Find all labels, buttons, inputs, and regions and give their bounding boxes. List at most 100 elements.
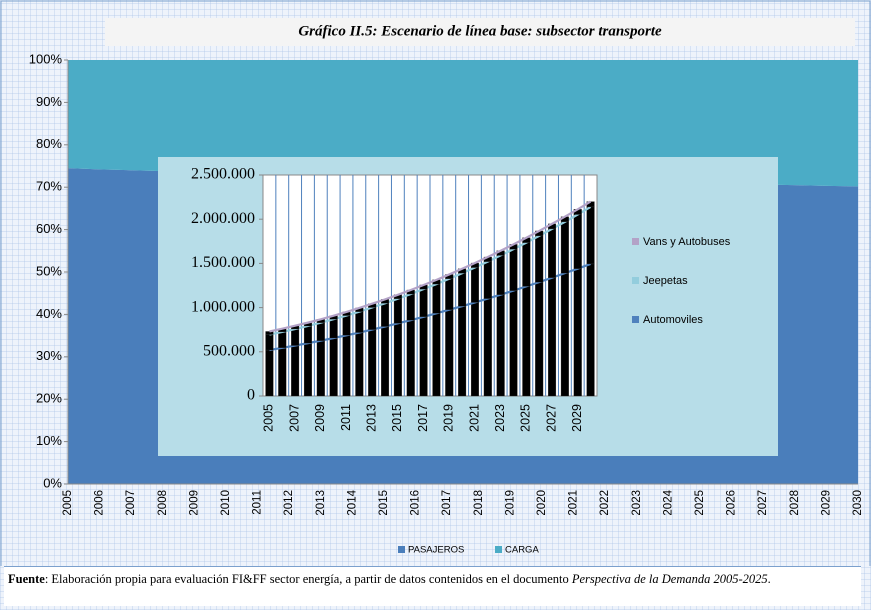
bar (445, 309, 454, 397)
y-tick-label: 70% (36, 179, 62, 194)
legend-label: CARGA (505, 545, 539, 556)
x-tick-label: 2015 (378, 490, 390, 516)
x-tick-label: 2020 (536, 490, 548, 516)
x-tick-label: 2023 (631, 490, 643, 516)
bar (342, 315, 351, 336)
x-tick-label: 2026 (726, 490, 738, 516)
x-tick-label: 2005 (62, 490, 74, 516)
x-tick-label: 2029 (820, 490, 832, 516)
bar (265, 349, 274, 397)
x-tick-label: 2017 (416, 404, 430, 432)
x-tick-label: 2013 (315, 490, 327, 516)
x-tick-label: 2027 (757, 490, 769, 516)
footnote-end: . (767, 572, 771, 586)
bar (303, 342, 312, 397)
bar (586, 206, 595, 265)
bar (329, 319, 338, 339)
x-tick-label: 2010 (220, 490, 232, 516)
bar (573, 268, 582, 397)
bar (522, 286, 531, 397)
x-tick-label: 2007 (287, 404, 301, 432)
y-tick-label: 60% (36, 221, 62, 236)
title-box (105, 18, 855, 46)
chart: Gráfico II.5: Escenario de línea base: s… (0, 0, 871, 566)
y-tick-label: 40% (36, 306, 62, 321)
bar (342, 335, 351, 397)
x-tick-label: 2011 (339, 404, 353, 431)
y-tick-label: 2.000.000 (191, 210, 255, 227)
x-tick-label: 2024 (662, 489, 674, 515)
x-tick-label: 2014 (346, 489, 358, 515)
legend-swatch (495, 546, 502, 553)
x-tick-label: 2027 (544, 404, 558, 432)
legend-label: Jeepetas (643, 275, 688, 287)
legend-label: Vans y Autobuses (643, 236, 731, 248)
x-tick-label: 2017 (441, 490, 453, 516)
bar (393, 298, 402, 324)
legend-swatch (632, 277, 639, 284)
y-tick-label: 0% (43, 475, 62, 490)
x-tick-label: 2009 (313, 404, 327, 432)
bar (483, 261, 492, 299)
y-tick-label: 30% (36, 348, 62, 363)
bar (535, 235, 544, 283)
bar (355, 311, 364, 333)
y-tick-label: 90% (36, 94, 62, 109)
bar (278, 331, 287, 348)
bar (393, 323, 402, 397)
bar (548, 228, 557, 278)
x-tick-label: 2021 (568, 490, 580, 516)
x-tick-label: 2030 (852, 490, 864, 516)
legend-swatch (398, 546, 405, 553)
footnote-label: Fuente (8, 572, 45, 586)
bar (368, 307, 377, 330)
x-tick-label: 2007 (125, 490, 137, 516)
legend-label: Automoviles (643, 314, 703, 326)
x-tick-label: 2011 (252, 490, 264, 515)
x-tick-label: 2019 (442, 404, 456, 432)
bar (586, 263, 595, 397)
bar (291, 328, 300, 346)
y-tick-label: 100% (29, 51, 63, 66)
x-tick-label: 2019 (504, 490, 516, 516)
bar (303, 325, 312, 344)
chart-title: Gráfico II.5: Escenario de línea base: s… (298, 23, 662, 39)
y-tick-label: 80% (36, 136, 62, 151)
x-tick-label: 2008 (157, 490, 169, 516)
y-tick-label: 1.500.000 (191, 254, 255, 271)
bar (573, 214, 582, 269)
y-tick-label: 500.000 (203, 342, 255, 359)
y-tick-label: 50% (36, 263, 62, 278)
legend-swatch (632, 316, 639, 323)
bar (329, 337, 338, 397)
bar (496, 294, 505, 397)
bar (509, 249, 518, 291)
bar (522, 242, 531, 287)
x-tick-label: 2015 (390, 404, 404, 432)
x-tick-label: 2009 (188, 490, 200, 516)
frame (0, 0, 871, 566)
bar (560, 272, 569, 397)
area (68, 60, 858, 187)
y-tick-label: 2.500.000 (191, 166, 255, 183)
bar (548, 277, 557, 397)
bar (483, 298, 492, 397)
y-tick-label: 20% (36, 391, 62, 406)
y-tick-label: 0 (247, 387, 255, 404)
x-tick-label: 2025 (694, 490, 706, 516)
bar (560, 221, 569, 274)
y-tick-label: 1.000.000 (191, 298, 255, 315)
bar (406, 293, 415, 321)
bar (432, 313, 441, 397)
x-tick-label: 2029 (570, 404, 584, 432)
bar (381, 326, 390, 397)
bar (470, 302, 479, 397)
legend-label: PASAJEROS (408, 545, 464, 556)
series-line (269, 200, 592, 333)
x-tick-label: 2018 (473, 490, 485, 516)
footnote-text: : Elaboración propia para evaluación FI&… (44, 572, 572, 586)
bar (419, 288, 428, 317)
bar (265, 334, 274, 351)
footnote-italic: Perspectiva de la Demanda 2005-2025 (571, 572, 768, 586)
